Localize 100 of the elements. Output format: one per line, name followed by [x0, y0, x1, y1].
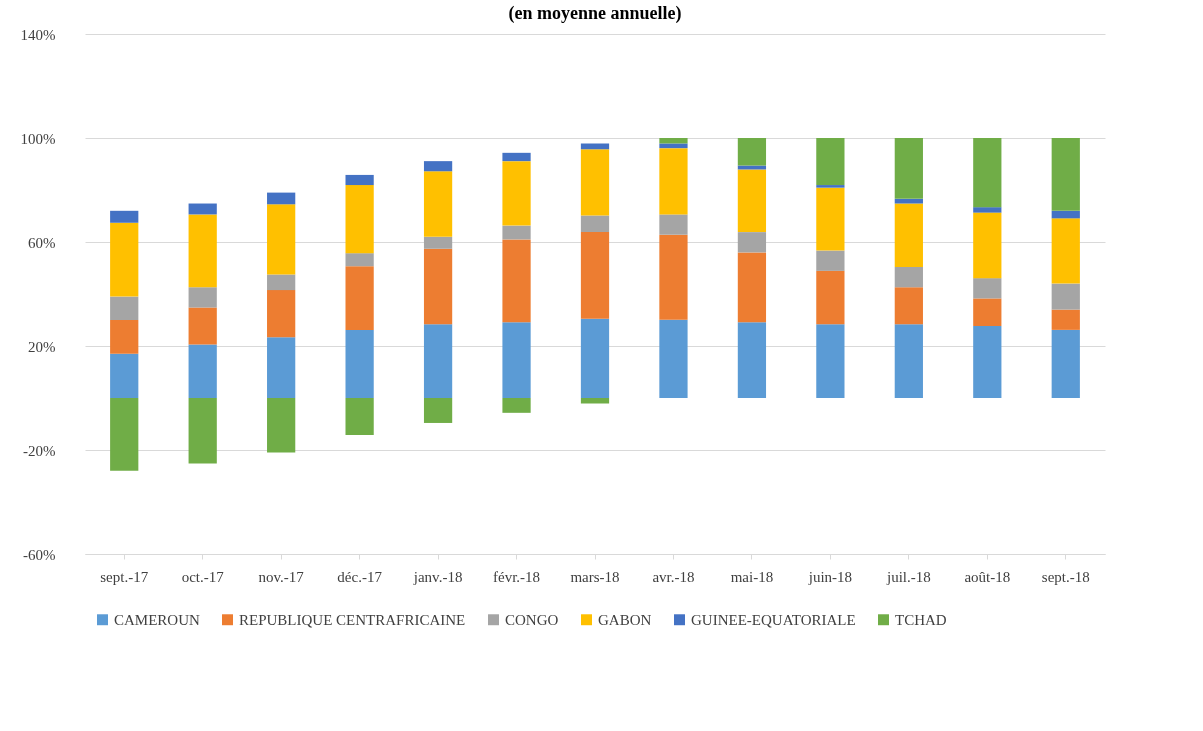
- bar: [267, 290, 296, 338]
- bar: [894, 203, 923, 267]
- x-tick-label: juin-18: [807, 568, 853, 585]
- bar: [816, 187, 845, 251]
- legend-label: REPUBLIQUE CENTRAFRICAINE: [239, 611, 466, 628]
- bar: [737, 232, 767, 253]
- bar: [973, 212, 1002, 279]
- bar: [659, 148, 688, 215]
- bar: [188, 203, 217, 215]
- bar: [267, 398, 296, 453]
- bar: [580, 143, 610, 150]
- bar: [423, 248, 453, 325]
- bar: [267, 337, 296, 398]
- x-tick-label: déc.-17: [337, 568, 383, 585]
- bar: [110, 222, 139, 297]
- y-tick-label: 20%: [28, 338, 56, 355]
- chart-title: (en moyenne annuelle): [508, 3, 682, 24]
- bar: [816, 270, 845, 325]
- bar: [973, 207, 1002, 213]
- legend-label: GUINEE-EQUATORIALE: [691, 611, 856, 628]
- bar: [110, 210, 139, 223]
- bar: [737, 138, 767, 166]
- bar: [1051, 218, 1080, 284]
- bar: [816, 250, 845, 271]
- bar: [345, 329, 374, 398]
- bar: [423, 171, 453, 237]
- y-tick-label: 100%: [20, 130, 56, 147]
- y-tick-label: -60%: [23, 546, 56, 563]
- bar: [345, 174, 374, 186]
- bar: [188, 398, 217, 464]
- bar: [502, 161, 531, 226]
- y-tick-label: 140%: [20, 26, 56, 43]
- bar: [973, 325, 1002, 398]
- bar: [267, 204, 296, 275]
- bar: [737, 322, 767, 398]
- bar: [345, 398, 374, 435]
- bar: [345, 266, 374, 330]
- x-tick-label: mars-18: [570, 568, 620, 585]
- bar: [502, 225, 531, 240]
- bar: [894, 198, 923, 204]
- x-tick-label: oct.-17: [181, 568, 225, 585]
- bar: [580, 215, 610, 233]
- bar: [110, 398, 139, 471]
- bar: [580, 318, 610, 398]
- legend-label: TCHAD: [895, 611, 947, 628]
- bar: [580, 149, 610, 216]
- bar: [659, 143, 688, 149]
- bar: [423, 324, 453, 398]
- bar: [894, 138, 923, 199]
- bar: [502, 239, 531, 323]
- legend-label: CAMEROUN: [114, 611, 201, 628]
- bar: [502, 322, 531, 398]
- bar: [345, 253, 374, 267]
- legend-label: GABON: [598, 611, 652, 628]
- y-tick-label: -20%: [23, 442, 56, 459]
- bar: [188, 287, 217, 308]
- bar: [659, 214, 688, 235]
- bar: [816, 324, 845, 398]
- bar: [894, 324, 923, 398]
- x-tick-label: juil.-18: [885, 568, 931, 585]
- bar: [423, 161, 453, 172]
- bar: [580, 232, 610, 319]
- bar: [1051, 309, 1080, 330]
- bar: [188, 214, 217, 288]
- bar: [973, 278, 1002, 299]
- bar: [894, 287, 923, 325]
- x-tick-label: mai-18: [730, 568, 774, 585]
- x-tick-label: août-18: [964, 568, 1011, 585]
- x-tick-label: sept.-17: [100, 568, 149, 585]
- bar: [110, 353, 139, 398]
- bar: [816, 138, 845, 186]
- bar: [580, 398, 610, 404]
- bar: [737, 169, 767, 233]
- bar: [894, 266, 923, 288]
- x-tick-label: avr.-18: [652, 568, 695, 585]
- bar: [973, 138, 1002, 208]
- x-tick-label: nov.-17: [258, 568, 305, 585]
- x-tick-label: janv.-18: [412, 568, 463, 585]
- bar: [423, 398, 453, 423]
- bar: [345, 185, 374, 254]
- bar: [423, 236, 453, 249]
- bar: [659, 138, 688, 144]
- bar: [659, 319, 688, 398]
- bar: [188, 307, 217, 345]
- bar: [659, 234, 688, 320]
- bar: [1051, 329, 1080, 398]
- bar: [1051, 210, 1080, 219]
- x-tick-label: févr.-18: [493, 568, 541, 585]
- bar: [267, 192, 296, 205]
- bar: [737, 252, 767, 323]
- bar: [973, 298, 1002, 326]
- bar: [1051, 283, 1080, 310]
- bar: [188, 344, 217, 398]
- bar: [1051, 138, 1080, 211]
- bar: [502, 398, 531, 413]
- bar: [267, 274, 296, 291]
- x-tick-label: sept.-18: [1041, 568, 1090, 585]
- bar: [816, 185, 845, 188]
- bar: [110, 296, 139, 320]
- legend-label: CONGO: [505, 611, 559, 628]
